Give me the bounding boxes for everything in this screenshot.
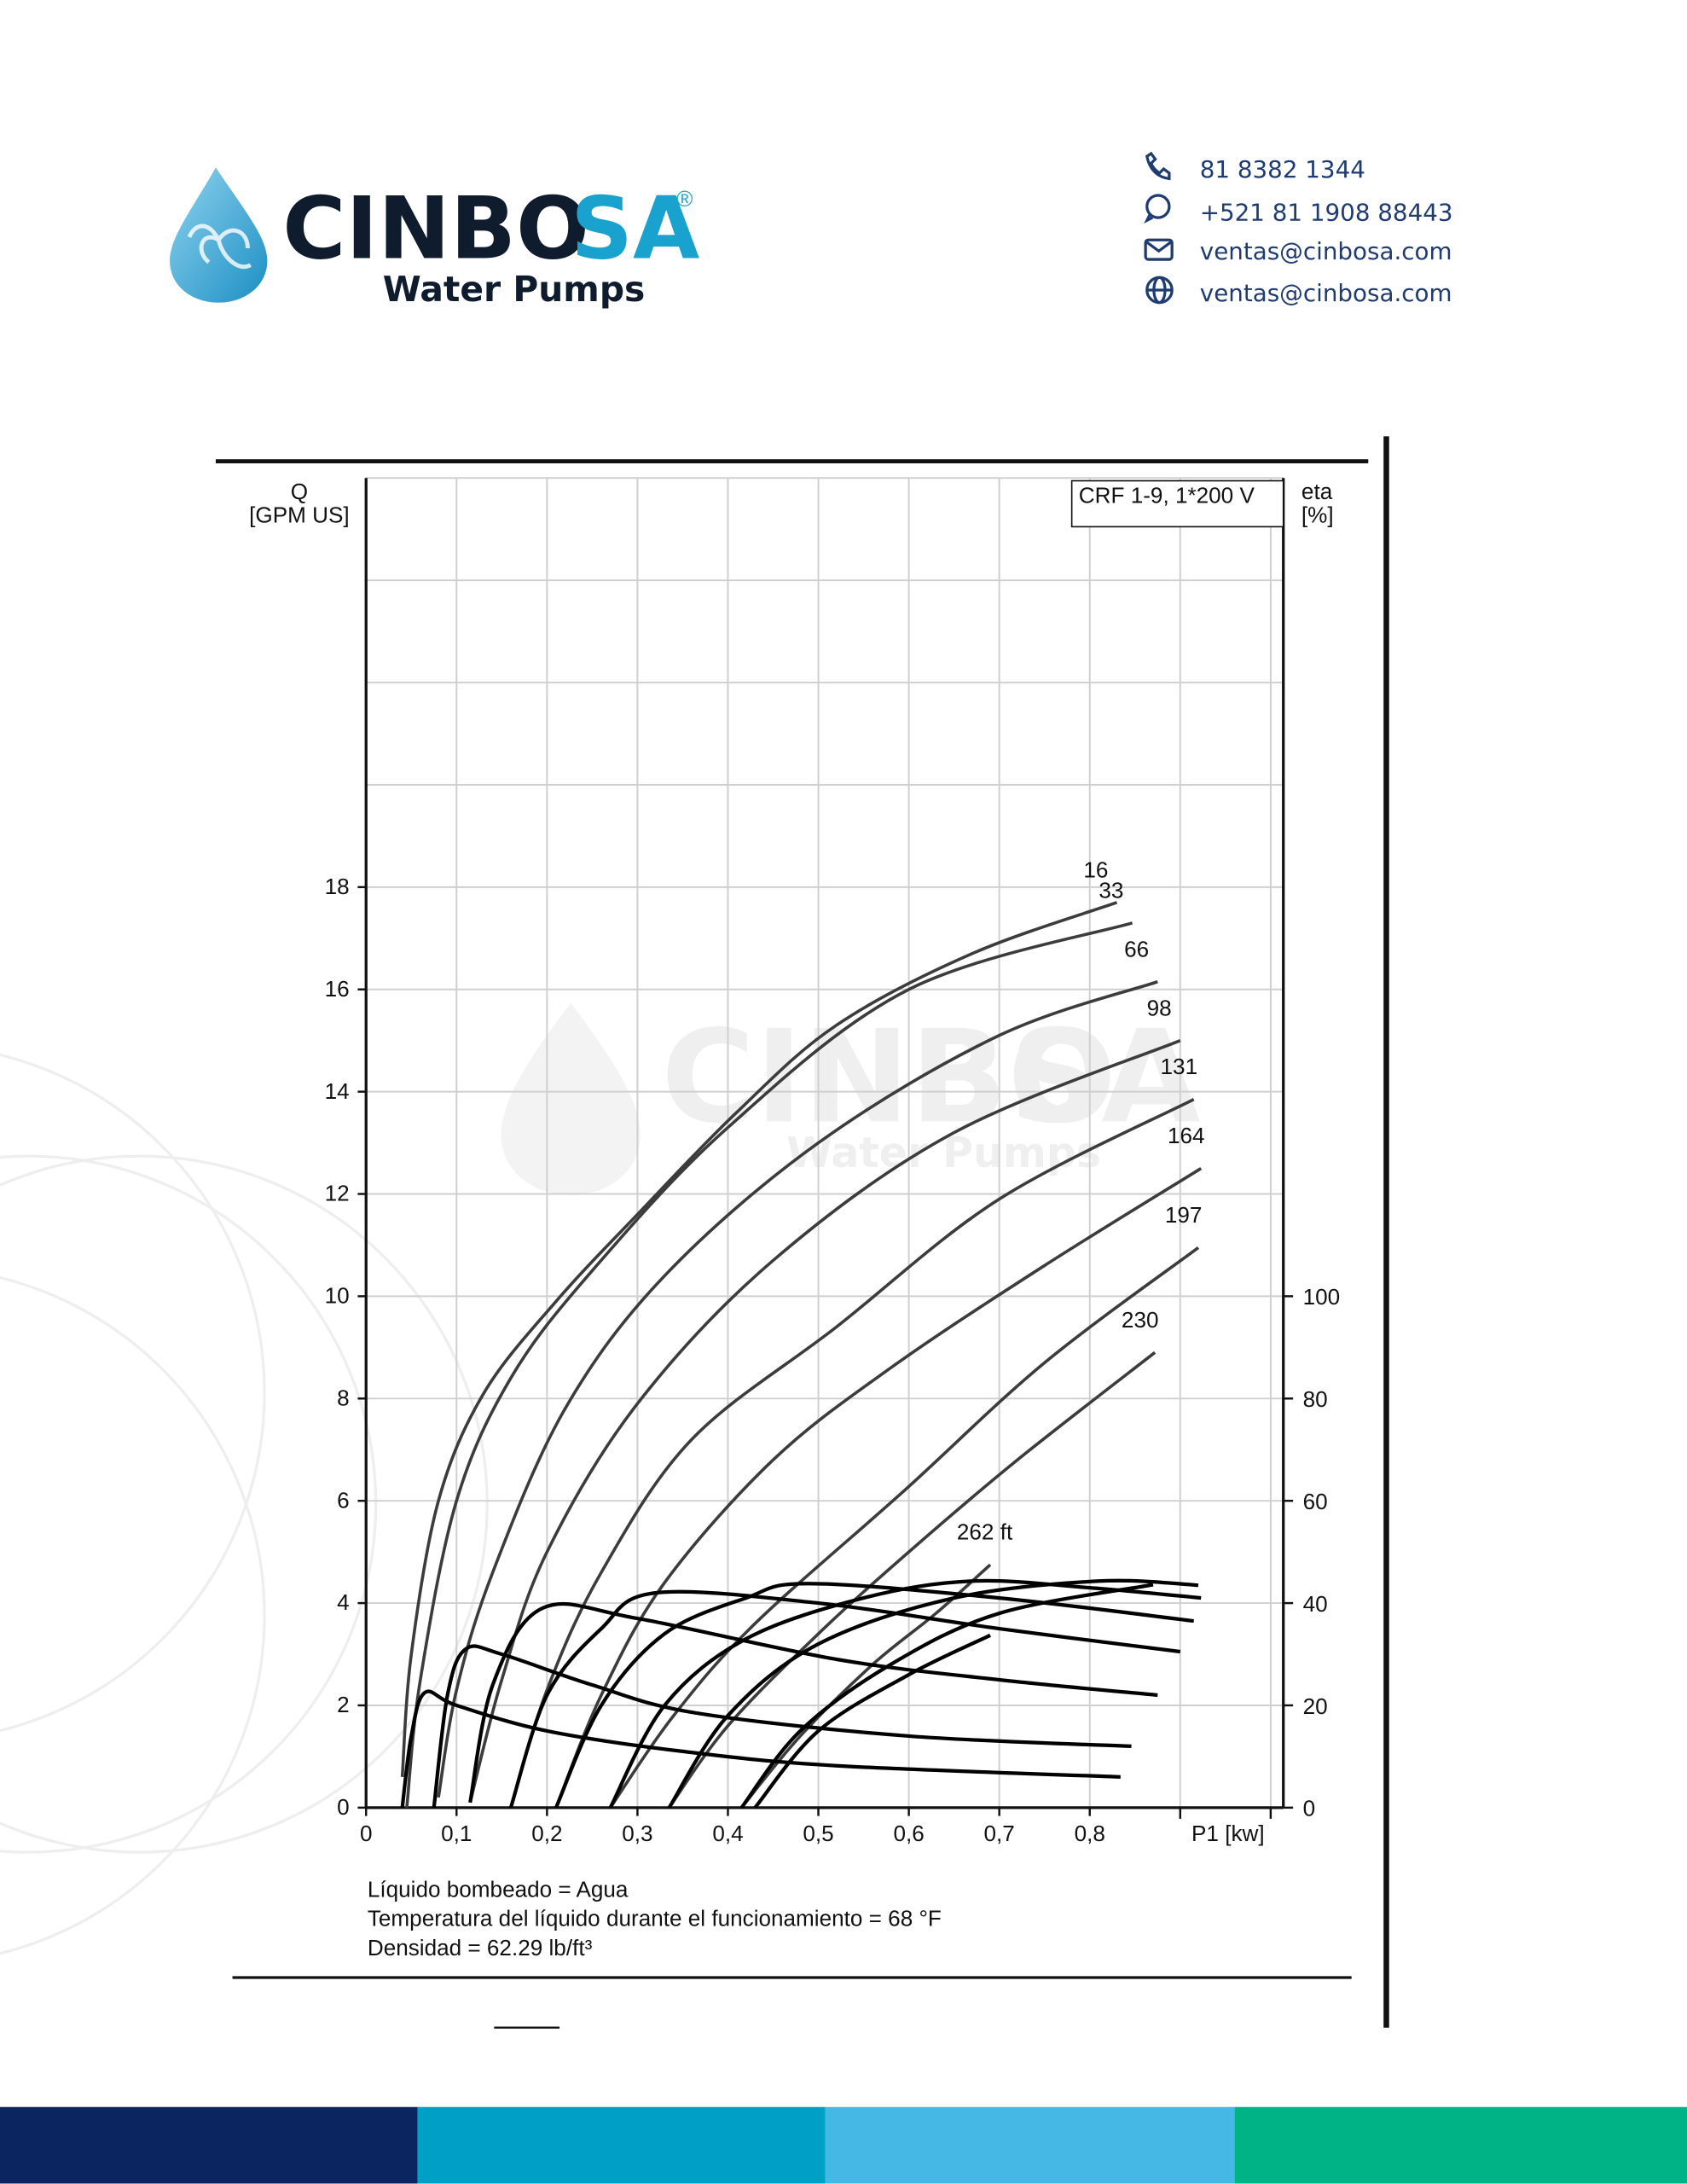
x-tick-label: 0,1 <box>441 1821 472 1846</box>
x-tick-label: 0,2 <box>531 1821 562 1846</box>
curve-label: 16 <box>1083 857 1108 882</box>
y-axis-title: Q <box>291 479 308 504</box>
watermark-tagline: Water Pumps <box>786 1129 1101 1177</box>
chart: 0 0,1 0,2 0,3 0,4 0,5 0,6 0,7 0,8 0 2 4 6 8 10 12 14 16 18… <box>249 477 1341 1846</box>
curve-label: 33 <box>1099 877 1123 903</box>
y-tick-label: 16 <box>325 976 350 1002</box>
note: Temperatura del líquido durante el funci… <box>368 1906 942 1931</box>
y-tick-label: 10 <box>325 1283 350 1309</box>
curve-label: 262 ft <box>957 1519 1013 1545</box>
flow-curve <box>468 1039 1181 1804</box>
curve-label: 230 <box>1122 1307 1159 1333</box>
contact-email: ventas@cinbosa.com <box>1200 237 1452 265</box>
registered-mark: ® <box>676 186 693 212</box>
annotation: CRF 1-9, 1*200 V <box>1079 483 1255 508</box>
x-tick-label: 0,5 <box>803 1821 833 1846</box>
efficiency-curve <box>508 1589 1181 1809</box>
annotation-box <box>1070 479 1284 528</box>
flow-curve <box>400 901 1118 1778</box>
y2-tick-label: 20 <box>1303 1693 1328 1719</box>
efficiency-curve <box>468 1601 1158 1804</box>
y-tick-label: 0 <box>337 1794 350 1820</box>
x-tick-label: 0,7 <box>984 1821 1015 1846</box>
brand-dark: CINBO <box>282 177 589 278</box>
y2-axis-title: eta <box>1301 479 1333 504</box>
y2-tick-label: 40 <box>1303 1591 1328 1617</box>
watermark-brand: CINBO <box>661 1003 1116 1152</box>
y2-tick-label: 100 <box>1303 1284 1341 1310</box>
tagline: Water Pumps <box>383 269 646 310</box>
footer-bar <box>1234 2106 1687 2184</box>
logo-drop <box>170 167 268 303</box>
x-tick-label: 0,6 <box>893 1821 924 1846</box>
y-tick-label: 4 <box>337 1589 350 1615</box>
efficiency-curve <box>667 1578 1199 1809</box>
contact-web: ventas@cinbosa.com <box>1200 279 1452 307</box>
watermark: CINBO SA Water Pumps <box>501 1002 1201 1195</box>
flow-curve <box>609 1246 1200 1809</box>
note: Líquido bombeado = Agua <box>368 1876 629 1902</box>
brand-blue: SA <box>571 177 699 278</box>
x-axis-title: P1 [kw] <box>1191 1821 1265 1846</box>
logo-swirl <box>187 224 252 269</box>
curve-label: 66 <box>1124 936 1149 961</box>
footer-bar <box>417 2106 826 2184</box>
x-tick-label: 0,8 <box>1075 1821 1105 1846</box>
efficiency-curve <box>432 1644 1132 1809</box>
curve-label: 131 <box>1161 1054 1198 1079</box>
y-axis-unit: [GPM US] <box>249 502 350 528</box>
efficiency-curve <box>554 1582 1194 1809</box>
footer-bar <box>0 2106 418 2184</box>
flow-curve <box>405 921 1133 1809</box>
y2-tick-label: 60 <box>1303 1489 1328 1514</box>
logo: CINBO SA ® Water Pumps <box>170 167 699 310</box>
x-tick-label: 0,4 <box>712 1821 743 1846</box>
y-tick-label: 18 <box>325 874 350 899</box>
x-tick-label: 0,3 <box>622 1821 652 1846</box>
watermark-brand-blue: SA <box>1009 1003 1200 1152</box>
curve-label: 197 <box>1165 1202 1203 1228</box>
curve-label: 164 <box>1168 1123 1205 1148</box>
contact-phone: 81 8382 1344 <box>1200 155 1365 183</box>
curve-label: 98 <box>1147 995 1172 1020</box>
background-decoration <box>0 1053 489 1955</box>
y2-tick-label: 80 <box>1303 1386 1328 1412</box>
contact-icons <box>1144 151 1174 305</box>
flow-curve <box>668 1350 1157 1809</box>
y-tick-label: 14 <box>325 1078 350 1104</box>
y-tick-label: 6 <box>337 1487 350 1513</box>
y2-axis-unit: [%] <box>1301 502 1334 528</box>
y-tick-label: 12 <box>325 1181 350 1206</box>
note: Densidad = 62.29 lb/ft³ <box>368 1935 593 1960</box>
efficiency-curve <box>608 1578 1202 1809</box>
efficiency-curve <box>753 1633 991 1809</box>
watermark-drop <box>501 1002 641 1195</box>
contacts: 81 8382 1344 +521 81 1908 88443 ventas@c… <box>1144 151 1453 307</box>
notes: Líquido bombeado = Agua Temperatura del l… <box>368 1876 942 1960</box>
footer-bar <box>825 2106 1235 2184</box>
x-tick-label: 0 <box>360 1821 373 1846</box>
flow-curve <box>437 980 1158 1798</box>
efficiency-curve <box>400 1689 1121 1809</box>
contact-whatsapp: +521 81 1908 88443 <box>1200 198 1453 226</box>
flow-curve <box>509 1098 1195 1809</box>
y2-tick-label: 0 <box>1303 1796 1316 1821</box>
efficiency-curve <box>739 1583 1154 1809</box>
y-tick-label: 2 <box>337 1692 350 1717</box>
y-tick-label: 8 <box>337 1385 350 1410</box>
footer-bars <box>0 2106 1687 2184</box>
